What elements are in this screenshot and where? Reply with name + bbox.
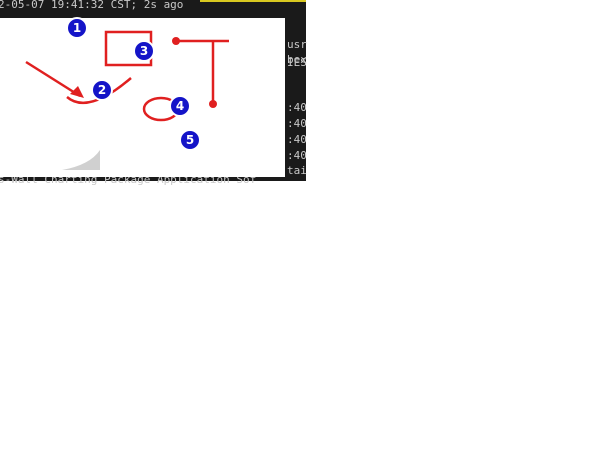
- terminal-line: :40: [287, 117, 307, 130]
- marker-circle: [66, 17, 88, 39]
- red-dot: [209, 100, 217, 108]
- red-curve: [66, 77, 132, 105]
- terminal-line: IES: [287, 56, 307, 69]
- marker-circle: [169, 95, 191, 117]
- marker-circle: [133, 40, 155, 62]
- red-arrow: [25, 60, 81, 98]
- terminal-line: :40: [287, 101, 307, 114]
- terminal-top-line: 2-05-07 19:41:32 CST; 2s ago: [0, 0, 183, 11]
- page-curl: [62, 150, 100, 170]
- marker-number: 4: [176, 99, 184, 113]
- terminal-line: tai: [287, 164, 307, 177]
- marker-circle: [91, 79, 113, 101]
- marker-number: 3: [140, 44, 148, 58]
- marker-circle: [179, 129, 201, 151]
- terminal-line: :40: [287, 133, 307, 146]
- marker-number: 1: [73, 21, 81, 35]
- red-dot: [172, 37, 180, 45]
- arrow-head: [70, 86, 84, 98]
- markers: 1 2 3 4 5: [66, 17, 201, 151]
- marker-number: 2: [98, 83, 106, 97]
- terminal-line: bex: [287, 53, 307, 66]
- terminal-line: :40: [287, 149, 307, 162]
- terminal-line: usr: [287, 38, 307, 51]
- marker-number: 5: [186, 133, 194, 147]
